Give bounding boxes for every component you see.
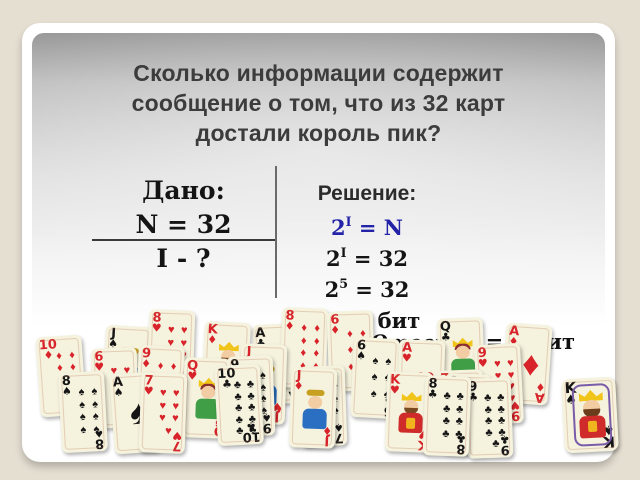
solution-step: 25 = 32 [324, 275, 410, 302]
card-corner-index: 6♠ [355, 338, 367, 363]
slide-panel: Сколько информации содержит сообщение о … [22, 23, 615, 462]
card-corner-index: 8♦ [284, 308, 295, 333]
title-line-2: сообщение о том, что из 32 карт [131, 89, 506, 116]
card-pips: ♠ ♠ ♠ ♠ ♠ ♠ ♠ ♠ [78, 385, 100, 437]
solution-step: 2I = N [331, 213, 403, 240]
hearts-icon: ♥ [151, 321, 162, 335]
card-king-figure-icon [574, 389, 609, 441]
diamonds-icon: ♦ [284, 319, 295, 333]
card-pips: ♥ ♥ ♥ ♥ ♥ ♥ ♥ [158, 387, 180, 438]
card-corner-index: 6♥ [94, 349, 105, 374]
slide-title: Сколько информации содержит сообщение о … [72, 59, 565, 149]
spades-icon: ♠ [355, 349, 367, 363]
given-underline [92, 239, 276, 241]
card-pips: ♣ ♣ ♣ ♣ ♣ ♣ ♣ ♣ ♣ ♣ [233, 378, 257, 438]
given-question: I - ? [156, 244, 211, 273]
playing-card-8-of-clubs: 8 ♣ 8 ♣ ♣ ♣ ♣ ♣ ♣ ♣ ♣ ♣ [422, 375, 472, 457]
given-solution-divider [275, 166, 277, 298]
card-corner-index: 8♥ [151, 310, 162, 335]
card-pips: ♣ ♣ ♣ ♣ ♣ ♣ ♣ ♣ ♣ [483, 391, 506, 451]
playing-card-8-of-spades: 8 ♠ 8 ♠ ♠ ♠ ♠ ♠ ♠ ♠ ♠ ♠ [57, 370, 109, 454]
card-pips: ♣ ♣ ♣ ♣ ♣ ♣ ♣ ♣ [442, 390, 464, 441]
diamonds-icon: ♦ [140, 357, 152, 371]
solution-step: 2I = 32 [326, 244, 408, 271]
card-king-figure-icon [395, 391, 427, 436]
spades-icon: ♠ [61, 384, 73, 399]
card-jack-figure-icon [299, 387, 331, 432]
card-corner-index: 9 ♥ [477, 345, 489, 371]
clubs-icon: ♣ [427, 387, 438, 401]
playing-card-J-of-diamonds: J ♦ J ♦ [288, 367, 338, 449]
answer-card-K-of-spades: K ♠ K ♠ [561, 376, 619, 454]
hearts-icon: ♥ [477, 356, 489, 371]
hearts-icon: ♥ [143, 384, 154, 398]
card-corner-index: 8 ♣ [427, 376, 438, 401]
diamonds-icon: ♦ [330, 323, 341, 337]
given-label: Дано: [142, 176, 225, 205]
solution-label: Решение: [317, 182, 417, 205]
playing-card-9-of-clubs: 9 ♣ 9 ♣ ♣ ♣ ♣ ♣ ♣ ♣ ♣ ♣ ♣ [464, 377, 514, 459]
card-corner-index: 6♦ [330, 312, 341, 337]
title-line-1: Сколько информации содержит [133, 60, 504, 86]
title-line-3: достали король пик? [195, 119, 442, 146]
card-corner-index: 9♦ [140, 346, 152, 371]
card-corner-index: 8 ♠ [61, 373, 73, 399]
playing-card-7-of-hearts: 7 ♥ 7 ♥ ♥ ♥ ♥ ♥ ♥ ♥ ♥ [138, 372, 188, 454]
playing-card-10-of-clubs: 10 ♣ 10 ♣ ♣ ♣ ♣ ♣ ♣ ♣ ♣ ♣ ♣ ♣ [213, 363, 265, 447]
given-n-equation: N = 32 [135, 210, 232, 239]
card-corner-index: 7 ♥ [143, 373, 154, 398]
